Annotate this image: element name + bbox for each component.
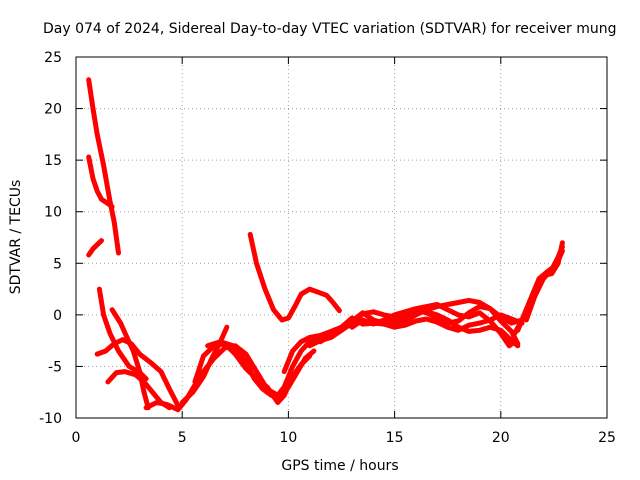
x-tick-label: 10 — [279, 430, 297, 446]
x-tick-label: 25 — [598, 430, 616, 446]
x-tick-label: 5 — [178, 430, 187, 446]
series-line-12 — [247, 231, 342, 323]
y-tick-label: 5 — [53, 256, 62, 272]
series-line-20 — [523, 244, 565, 323]
x-tick-label: 15 — [386, 430, 404, 446]
series-line-3 — [86, 238, 104, 258]
series-line-13 — [281, 297, 525, 375]
x-axis-label: GPS time / hours — [281, 458, 398, 474]
x-tick-label: 0 — [72, 430, 81, 446]
series-line-9 — [179, 324, 230, 405]
y-tick-label: -5 — [48, 359, 62, 375]
series-line-2 — [86, 154, 115, 210]
gridlines — [76, 57, 607, 418]
series-line-11 — [205, 339, 317, 400]
y-axis-label: SDTVAR / TECUs — [8, 180, 24, 295]
y-tick-label: 10 — [44, 205, 62, 221]
series-line-7 — [109, 307, 151, 411]
y-tick-labels: -10 -5 0 5 10 15 20 25 — [39, 50, 62, 427]
plot-frame — [75, 56, 608, 419]
series-line-1 — [86, 77, 121, 256]
series-line-5 — [94, 337, 181, 409]
chart-title: Day 074 of 2024, Sidereal Day-to-day VTE… — [43, 21, 617, 37]
series-line-17 — [349, 302, 519, 349]
series-line-16 — [339, 304, 521, 347]
x-tick-labels: 0 5 10 15 20 25 — [72, 430, 616, 446]
y-tick-label: 25 — [44, 50, 62, 66]
series-group — [86, 77, 565, 413]
y-tick-label: 20 — [44, 102, 62, 118]
y-tick-label: 0 — [53, 308, 62, 324]
y-tick-label: 15 — [44, 153, 62, 169]
x-tick-label: 20 — [492, 430, 510, 446]
y-tick-label: -10 — [39, 411, 62, 427]
axis-ticks — [75, 56, 608, 419]
